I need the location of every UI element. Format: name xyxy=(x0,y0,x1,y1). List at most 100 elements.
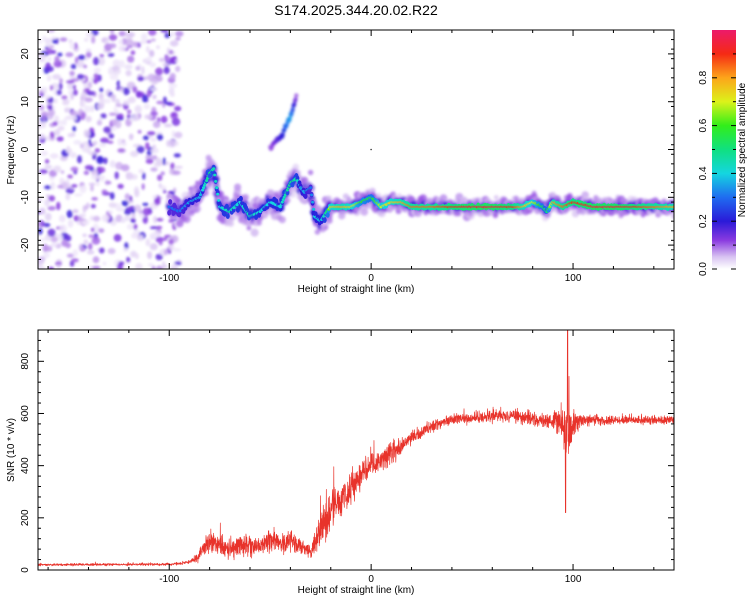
noise-blob xyxy=(40,150,48,157)
noise-blob xyxy=(42,35,46,42)
noise-blob xyxy=(55,261,62,266)
noise-blob xyxy=(138,168,144,174)
noise-blob xyxy=(146,61,151,65)
noise-blob xyxy=(38,221,42,228)
noise-blob xyxy=(135,66,141,71)
noise-blob xyxy=(156,45,160,49)
noise-blob xyxy=(92,265,101,269)
noise-blob xyxy=(78,54,86,61)
colorbar-tick-label: 0.8 xyxy=(698,70,709,84)
noise-blob xyxy=(142,207,150,216)
noise-blob xyxy=(126,109,132,115)
noise-blob xyxy=(73,115,77,121)
colorbar-label: Normalized spectral amplitude xyxy=(737,82,748,217)
noise-blob xyxy=(48,266,55,269)
noise-blob xyxy=(85,116,92,123)
noise-blob xyxy=(83,170,90,175)
noise-blob xyxy=(119,87,125,93)
noise-blob xyxy=(44,164,52,170)
noise-blob xyxy=(109,160,116,168)
noise-blob xyxy=(86,250,95,255)
x-tick-label: -100 xyxy=(159,574,179,585)
noise-blob xyxy=(168,243,175,251)
noise-blob xyxy=(174,165,183,169)
noise-blob xyxy=(85,51,92,58)
noise-blob xyxy=(131,212,136,219)
noise-blob xyxy=(173,153,181,158)
noise-blob xyxy=(136,233,141,241)
noise-blob xyxy=(108,34,118,41)
noise-blob xyxy=(175,37,181,41)
noise-blob xyxy=(57,52,63,57)
ridge-core-inner xyxy=(205,179,209,183)
ridge-halo-blob xyxy=(246,225,252,231)
noise-blob xyxy=(98,247,105,254)
noise-blob xyxy=(44,212,52,221)
noise-blob xyxy=(81,100,86,108)
snr-panel: -100 0 100 0 200 400 600 800 Height of straight… xyxy=(6,329,675,596)
x-tick-label: 0 xyxy=(368,273,374,284)
noise-blob xyxy=(151,265,156,269)
noise-blob xyxy=(97,57,106,66)
ridge-halo-blob xyxy=(233,187,242,196)
x-tick-label: 100 xyxy=(565,273,582,284)
noise-blob xyxy=(56,201,61,211)
noise-blob xyxy=(142,94,149,103)
noise-blob xyxy=(83,205,89,210)
noise-field xyxy=(38,30,184,269)
noise-blob xyxy=(131,233,138,239)
noise-blob xyxy=(124,38,134,47)
noise-blob xyxy=(163,66,170,75)
noise-blob xyxy=(147,73,156,81)
noise-blob xyxy=(48,45,55,49)
noise-blob xyxy=(49,110,54,117)
noise-blob xyxy=(150,167,158,172)
y-tick-label: 0 xyxy=(20,146,31,152)
noise-blob xyxy=(121,200,129,207)
noise-blob xyxy=(96,181,100,187)
ridge-halo-blob xyxy=(550,191,556,198)
noise-blob xyxy=(162,157,166,166)
noise-blob xyxy=(70,110,78,116)
ridge-core-outer xyxy=(325,212,330,218)
ridge-halo-blob xyxy=(671,212,674,220)
noise-blob xyxy=(160,185,167,191)
noise-blob xyxy=(90,184,94,192)
noise-blob xyxy=(103,98,111,104)
ridge-halo-blob xyxy=(326,217,333,224)
noise-blob xyxy=(162,62,170,67)
noise-blob xyxy=(130,50,136,55)
noise-blob xyxy=(127,96,136,104)
noise-blob xyxy=(44,198,50,207)
noise-blob xyxy=(84,38,89,42)
noise-blob xyxy=(61,95,68,100)
noise-blob xyxy=(43,252,50,259)
noise-blob xyxy=(162,189,167,194)
noise-blob xyxy=(162,237,168,241)
noise-blob xyxy=(50,181,56,190)
noise-blob xyxy=(83,239,89,245)
noise-blob xyxy=(126,114,131,119)
noise-blob xyxy=(137,129,142,134)
noise-blob xyxy=(154,197,161,206)
noise-blob xyxy=(142,215,148,224)
x-tick-label: -100 xyxy=(159,273,179,284)
ridge-halo-blob xyxy=(325,195,332,202)
noise-blob xyxy=(43,222,51,228)
noise-blob xyxy=(88,234,95,238)
noise-blob xyxy=(47,228,56,237)
noise-blob xyxy=(147,263,154,267)
ridge-halo-blob xyxy=(397,193,402,198)
noise-blob xyxy=(116,79,120,88)
colorbar-gradient xyxy=(712,30,736,269)
noise-blob xyxy=(158,57,166,62)
noise-blob xyxy=(132,41,139,48)
noise-blob xyxy=(141,183,145,191)
noise-blob xyxy=(86,90,96,96)
snr-plot-area xyxy=(38,330,674,567)
noise-blob xyxy=(85,48,92,53)
noise-blob xyxy=(143,76,148,81)
ridge-core-outer xyxy=(222,211,227,217)
noise-blob xyxy=(52,165,62,171)
noise-blob xyxy=(90,227,95,233)
